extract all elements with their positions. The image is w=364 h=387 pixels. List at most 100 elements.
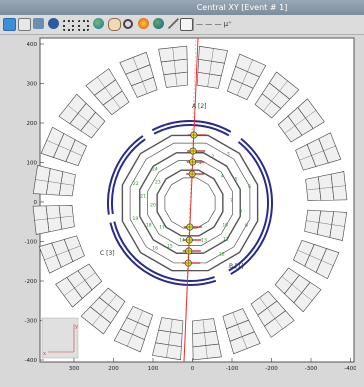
y-tick-label: -200	[25, 279, 38, 285]
layer-label: 16	[152, 246, 158, 252]
toolbar: — — — μ⁺	[0, 15, 364, 35]
x-tick-label: 300	[69, 366, 80, 372]
muon-track	[183, 37, 199, 363]
muon-chamber-cell	[38, 242, 62, 274]
toroid-coils	[107, 120, 273, 286]
layer-label: 22	[133, 181, 139, 187]
inner-chamber-rings	[121, 134, 259, 272]
muon-chamber-divider	[91, 295, 117, 326]
muon-chamber-divider	[259, 297, 284, 330]
layer-label: 8	[239, 208, 242, 214]
x-axis: 300 200 100 0 -100 -200 -300 -400	[69, 358, 357, 372]
muon-chamber-divider	[67, 104, 98, 130]
coil-arc	[151, 120, 232, 133]
muon-chamber-divider	[43, 245, 81, 261]
info-icon[interactable]	[180, 18, 193, 31]
muon-chamber-divider	[126, 311, 143, 347]
mini-axis-x-label: x	[43, 351, 46, 357]
muon-chamber-cell	[192, 343, 222, 361]
muon-chamber-cell	[32, 165, 51, 195]
layer-label: 6	[248, 184, 251, 190]
muon-chamber-divider	[207, 47, 214, 87]
muon-chamber-cell	[198, 45, 228, 64]
color-icon[interactable]	[138, 18, 149, 29]
layer-label: 5	[235, 176, 238, 182]
layer-label: 2	[211, 154, 214, 160]
window-titlebar: Central XY [Event # 1]	[0, 0, 364, 15]
muon-chamber-divider	[33, 215, 73, 221]
inner-chamber-ring	[121, 134, 259, 272]
muon-chamber-divider	[63, 272, 96, 297]
zoom-fit-icon[interactable]	[78, 20, 89, 31]
muon-chamber-divider	[237, 59, 254, 95]
muon-chamber-divider	[96, 76, 121, 109]
muon-chamber-cell	[113, 328, 145, 353]
muon-chamber-cell	[229, 331, 261, 355]
pointer-icon[interactable]	[3, 18, 16, 31]
muon-chamber-divider	[263, 80, 289, 111]
mini-axis-y-label: y	[75, 324, 78, 330]
save-icon[interactable]	[33, 18, 44, 29]
coil-arc	[107, 135, 144, 215]
layer-label: 20	[150, 203, 156, 209]
layer-label: 12	[219, 252, 225, 258]
muon-chamber-cell	[315, 248, 340, 280]
layer-label: 15	[167, 243, 173, 249]
world-icon[interactable]	[93, 18, 104, 29]
muon-chamber-cell	[318, 132, 342, 164]
layer-label: 7	[230, 198, 233, 204]
y-axis: 400 300 200 100 0 -100 -200 -300 -400	[25, 42, 44, 364]
muon-chamber-divider	[284, 109, 317, 134]
coil-arc	[109, 222, 217, 286]
x-tick-label: 100	[148, 366, 159, 372]
orientation-widget: x y	[41, 317, 79, 359]
layer-label: 19	[133, 216, 139, 222]
coil-arc	[228, 141, 269, 272]
y-tick-label: 400	[27, 42, 38, 48]
sector-label-c: C [3]	[100, 250, 115, 257]
layer-label: 3	[227, 152, 230, 158]
muon-chamber-cell	[119, 51, 151, 75]
coil-arc	[113, 221, 215, 282]
hand-icon[interactable]	[108, 18, 121, 31]
inner-chamber-ring	[147, 160, 233, 246]
palette-icon[interactable]	[48, 18, 59, 29]
fit-icon[interactable]	[63, 20, 74, 31]
window-title: Central XY [Event # 1]	[196, 3, 288, 12]
x-tick-label: -300	[305, 366, 318, 372]
layer-label: 21	[140, 194, 146, 200]
y-tick-label: 200	[27, 121, 38, 127]
track-legend: — — — μ⁺	[196, 20, 232, 28]
sector-label-b: B [1]	[229, 263, 244, 270]
side-panel-edge	[356, 35, 364, 387]
magnifier-icon[interactable]	[123, 19, 133, 29]
muon-chamber-cell	[330, 171, 348, 201]
muon-chamber-cell	[32, 205, 50, 235]
muon-chamber-divider	[282, 276, 313, 302]
y-tick-label: -100	[25, 240, 38, 246]
coil-arc	[230, 137, 273, 275]
y-tick-label: -400	[25, 358, 38, 364]
muon-chamber-cell	[152, 342, 182, 361]
muon-chamber-divider	[232, 312, 248, 350]
layer-label: 10	[222, 223, 228, 229]
y-tick-label: -300	[25, 319, 38, 325]
muon-chamber-cell	[235, 53, 267, 78]
muon-chamber-divider	[299, 145, 337, 161]
coil-arc	[111, 138, 146, 215]
x-tick-label: -100	[226, 366, 239, 372]
layer-label: 17	[159, 225, 165, 231]
muon-chamber-divider	[202, 320, 208, 360]
print-icon[interactable]	[18, 18, 31, 31]
coil-arc	[153, 124, 230, 137]
x-tick-label: -400	[344, 366, 357, 372]
wand-icon[interactable]	[168, 18, 179, 29]
layer-label: 18	[146, 223, 152, 229]
globe-icon[interactable]	[153, 18, 164, 29]
layer-label: 23	[155, 180, 161, 186]
muon-chamber-divider	[34, 179, 74, 186]
muon-chamber-cell	[40, 126, 65, 158]
layer-label: 4	[221, 174, 224, 180]
